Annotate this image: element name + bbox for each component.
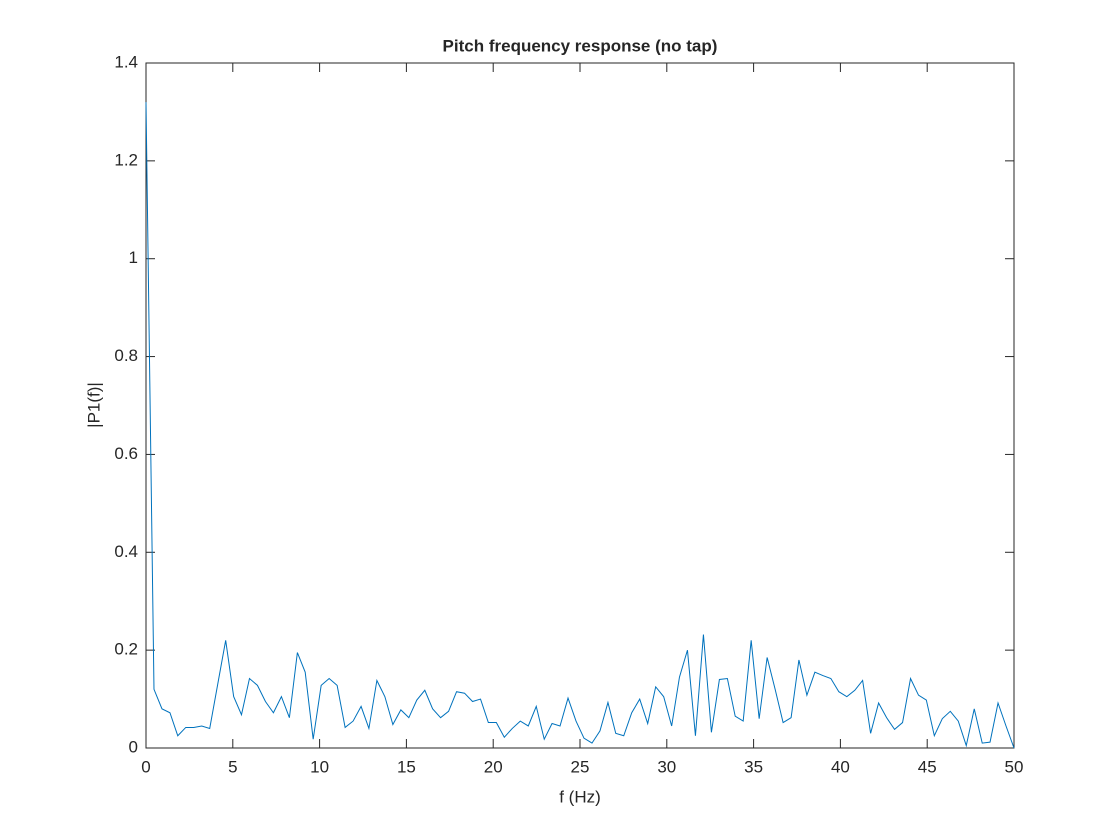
x-tick-label: 10	[310, 757, 329, 776]
x-tick-label: 45	[918, 757, 937, 776]
x-tick-label: 50	[1005, 757, 1024, 776]
y-axis-label: |P1(f)|	[84, 382, 103, 428]
y-tick-label: 1.2	[114, 150, 138, 169]
y-tick-label: 1	[129, 248, 138, 267]
x-axis-label: f (Hz)	[559, 787, 601, 806]
axes-box	[145, 62, 1015, 749]
y-tick-label: 1.4	[114, 52, 138, 71]
x-tick-label: 20	[484, 757, 503, 776]
data-line	[145, 102, 1015, 749]
y-tick-label: 0.8	[114, 346, 138, 365]
x-tick-label: 30	[657, 757, 676, 776]
y-tick-label: 0.6	[114, 444, 138, 463]
y-tick-label: 0	[129, 737, 138, 756]
x-tick-label: 15	[397, 757, 416, 776]
x-tick-label: 25	[571, 757, 590, 776]
y-tick-label: 0.2	[114, 640, 138, 659]
chart-title: Pitch frequency response (no tap)	[443, 36, 718, 55]
x-tick-label: 5	[228, 757, 237, 776]
x-tick-label: 40	[831, 757, 850, 776]
x-tick-label: 0	[141, 757, 150, 776]
x-tick-label: 35	[744, 757, 763, 776]
y-tick-label: 0.4	[114, 542, 138, 561]
